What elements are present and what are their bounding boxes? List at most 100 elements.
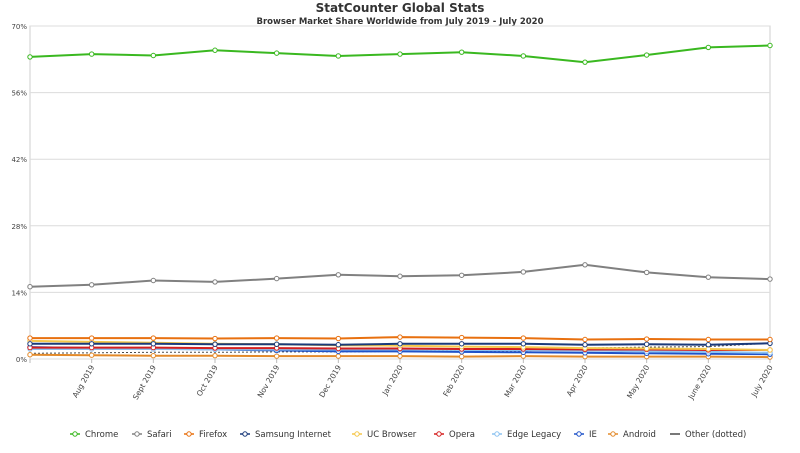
data-point — [705, 44, 712, 51]
data-point — [582, 342, 588, 348]
data-point — [705, 342, 712, 348]
data-point — [150, 277, 157, 284]
data-point — [88, 352, 95, 358]
x-tick-label: Oct 2019 — [195, 363, 220, 398]
data-point — [27, 335, 33, 341]
legend-marker — [354, 431, 360, 437]
x-tick-label: Jan 2020 — [380, 363, 405, 397]
data-point — [88, 51, 95, 57]
data-point — [88, 341, 95, 347]
data-point — [705, 336, 712, 343]
data-point — [335, 342, 342, 348]
data-point — [705, 274, 712, 280]
legend-label: Safari — [147, 430, 172, 440]
legend-item[interactable]: Other (dotted) — [670, 430, 746, 440]
data-point — [150, 352, 157, 359]
legend-marker — [242, 431, 248, 437]
data-point — [520, 53, 527, 59]
grid — [29, 25, 771, 360]
data-point — [705, 346, 712, 352]
data-point — [88, 282, 95, 288]
x-tick-label: June 2020 — [686, 363, 713, 401]
legend-label: Edge Legacy — [507, 430, 561, 440]
y-tick-label: 56% — [11, 90, 27, 98]
legend-item[interactable]: Firefox — [184, 430, 227, 440]
legend-item[interactable]: Chrome — [70, 430, 118, 440]
plot-frame — [29, 25, 771, 360]
legend-label: Android — [623, 430, 656, 440]
legend-item[interactable]: Samsung Internet — [240, 430, 332, 440]
data-point — [397, 341, 403, 347]
data-point — [643, 269, 650, 276]
x-tick-label: Feb 2020 — [441, 363, 466, 398]
data-point — [273, 335, 280, 341]
y-tick-label: 28% — [11, 223, 27, 231]
x-tick-label: July 2020 — [749, 363, 775, 399]
chart-subtitle: Browser Market Share Worldwide from July… — [257, 17, 544, 27]
data-point — [27, 352, 33, 358]
data-point — [88, 335, 95, 341]
data-point — [27, 54, 33, 60]
y-tick-label: 42% — [11, 156, 27, 164]
data-point — [458, 334, 465, 341]
legend-item[interactable]: Edge Legacy — [492, 430, 561, 440]
series — [27, 42, 773, 360]
legend-label: Firefox — [199, 430, 227, 440]
data-point — [767, 42, 773, 49]
x-tick-label: Mar 2020 — [502, 363, 528, 399]
data-point — [150, 335, 157, 341]
data-point — [212, 352, 218, 359]
data-point — [273, 50, 280, 56]
legend-item[interactable]: Android — [608, 430, 656, 440]
x-tick-label: Apr 2020 — [565, 363, 590, 398]
data-point — [212, 335, 218, 342]
y-axis: 0% 14% 28% 42% 56% 70% — [11, 23, 27, 364]
x-tick-label: Dec 2019 — [317, 363, 343, 399]
legend-marker — [134, 431, 140, 437]
legend-item[interactable]: UC Browser — [352, 430, 417, 440]
x-axis: Aug 2019 Sept 2019 Oct 2019 Nov 2019 Dec 201… — [29, 359, 775, 402]
data-point — [273, 341, 280, 347]
legend-item[interactable]: Opera — [434, 430, 475, 440]
data-point — [767, 276, 773, 282]
series-samsung-internet — [27, 340, 773, 348]
data-point — [643, 52, 650, 58]
legend-label: IE — [589, 430, 597, 440]
legend-marker — [186, 431, 192, 437]
series-firefox — [27, 334, 773, 343]
legend: Chrome Safari Firefox Samsung Internet UC Br… — [70, 430, 746, 440]
legend-marker — [610, 431, 616, 437]
data-point — [520, 335, 527, 341]
data-point — [397, 273, 403, 279]
data-point — [397, 334, 403, 340]
legend-label: Samsung Internet — [255, 430, 332, 440]
data-point — [27, 283, 33, 290]
legend-item[interactable]: Safari — [132, 430, 172, 440]
data-point — [335, 53, 342, 59]
data-point — [643, 345, 650, 352]
data-point — [582, 336, 588, 343]
x-tick-label: Nov 2019 — [256, 363, 282, 399]
legend-label: UC Browser — [367, 430, 417, 440]
data-point — [273, 353, 280, 359]
legend-item[interactable]: IE — [574, 430, 597, 440]
data-point — [212, 341, 218, 347]
series-safari — [27, 262, 773, 290]
data-point — [397, 51, 403, 57]
legend-label: Other (dotted) — [685, 430, 746, 440]
data-point — [335, 272, 342, 278]
data-point — [582, 59, 588, 65]
x-tick-label: May 2020 — [625, 363, 651, 400]
data-point — [520, 341, 527, 347]
legend-label: Opera — [449, 430, 475, 440]
data-point — [212, 279, 218, 285]
legend-marker — [436, 431, 442, 437]
chart-title: StatCounter Global Stats — [316, 1, 485, 15]
legend-marker — [72, 431, 78, 437]
data-point — [767, 347, 773, 353]
data-point — [335, 335, 342, 342]
data-point — [458, 49, 465, 55]
legend-marker — [576, 431, 582, 437]
x-tick-label: Aug 2019 — [71, 363, 97, 399]
data-point — [458, 341, 465, 347]
